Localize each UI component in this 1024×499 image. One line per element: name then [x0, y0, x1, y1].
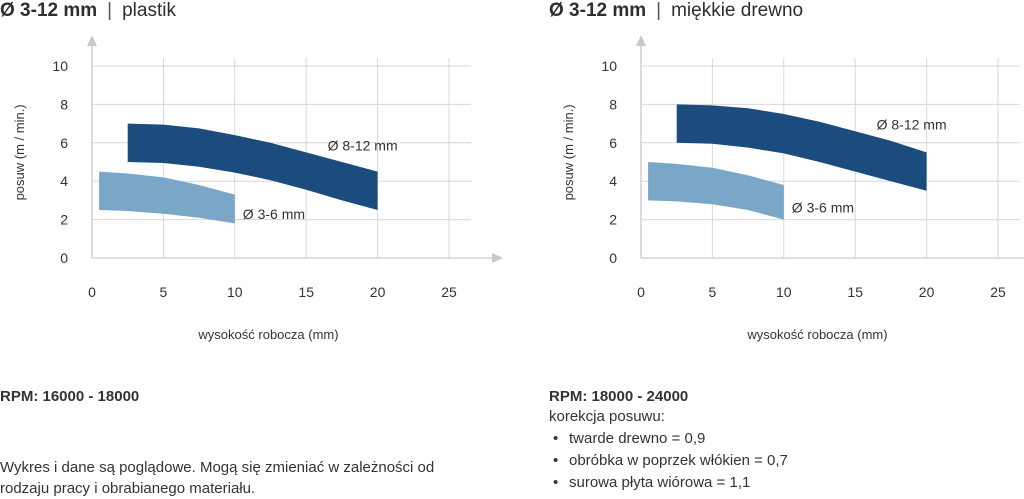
- x-axis-label: wysokość robocza (mm): [197, 327, 338, 342]
- x-tick-label: 15: [847, 284, 863, 300]
- x-axis-arrow-icon: [492, 253, 503, 263]
- correction-title: korekcja posuwu:: [549, 408, 665, 425]
- y-tick-label: 8: [60, 96, 68, 112]
- series-band: [648, 162, 784, 220]
- y-tick-label: 0: [609, 250, 617, 266]
- y-tick-label: 10: [52, 58, 68, 74]
- y-tick-label: 2: [60, 212, 68, 228]
- title-separator: |: [107, 0, 113, 21]
- y-tick-label: 10: [601, 58, 617, 74]
- disclaimer-note: Wykres i dane są poglądowe. Mogą się zmi…: [0, 459, 435, 497]
- feed-rate-chart-miekkie-drewno: Ø 8-12 mm Ø 3-6 mm 0 2 4 6 8 10 0 5 10 15 20 25 wysoko…: [561, 35, 1024, 342]
- series-label: Ø 3-6 mm: [243, 206, 305, 222]
- chart-title-material: plastik: [122, 0, 176, 21]
- x-tick-label: 0: [637, 284, 645, 300]
- x-tick-label: 15: [298, 284, 314, 300]
- y-tick-label: 4: [609, 173, 617, 189]
- series-band: [676, 104, 927, 191]
- x-tick-label: 20: [370, 284, 386, 300]
- title-separator: |: [656, 0, 662, 21]
- chart-heading: Ø 3-12 mm | plastik: [0, 0, 176, 22]
- series-label: Ø 8-12 mm: [877, 116, 947, 132]
- list-item: twarde drewno = 0,9: [549, 428, 788, 450]
- chart-title-material: miękkie drewno: [671, 0, 804, 21]
- x-tick-label: 10: [227, 284, 243, 300]
- x-tick-label: 25: [441, 284, 457, 300]
- y-tick-label: 6: [609, 135, 617, 151]
- series-label: Ø 3-6 mm: [792, 199, 854, 215]
- feed-rate-chart-plastik: Ø 8-12 mm Ø 3-6 mm 0 2 4 6 8 10 0 5 10 15 20 25 wysoko…: [12, 35, 503, 342]
- x-tick-label: 5: [160, 284, 168, 300]
- y-axis-label: posuw (m / min.): [12, 104, 27, 200]
- series-band: [127, 123, 378, 210]
- chart-title-diameter: Ø 3-12 mm: [549, 0, 647, 21]
- chart-title-diameter: Ø 3-12 mm: [0, 0, 98, 21]
- x-tick-label: 20: [919, 284, 935, 300]
- series-label: Ø 8-12 mm: [328, 137, 398, 153]
- x-tick-label: 10: [776, 284, 792, 300]
- y-tick-label: 8: [609, 96, 617, 112]
- correction-list: twarde drewno = 0,9 obróbka w poprzek wł…: [549, 428, 788, 494]
- y-axis-arrow-icon: [87, 35, 97, 46]
- x-tick-label: 5: [709, 284, 717, 300]
- x-tick-label: 0: [88, 284, 96, 300]
- y-axis-arrow-icon: [636, 35, 646, 46]
- y-tick-label: 0: [60, 250, 68, 266]
- rpm-label: RPM: 18000 - 24000: [549, 388, 689, 405]
- x-tick-label: 25: [990, 284, 1006, 300]
- list-item: obróbka w poprzek włókien = 0,7: [549, 450, 788, 472]
- y-tick-label: 4: [60, 173, 68, 189]
- chart-panel-miekkie-drewno: Ø 3-12 mm | miękkie drewno Ø 8-12 mm Ø 3-6 …: [549, 0, 1024, 498]
- rpm-label: RPM: 16000 - 18000: [0, 388, 140, 405]
- y-tick-label: 2: [609, 212, 617, 228]
- x-axis-label: wysokość robocza (mm): [746, 327, 887, 342]
- chart-panel-plastik: Ø 3-12 mm | plastik Ø 8-12 mm Ø 3-6 mm 0 2 4 6 8…: [0, 0, 512, 498]
- chart-heading: Ø 3-12 mm | miękkie drewno: [549, 0, 803, 22]
- list-item: surowa płyta wiórowa = 1,1: [549, 472, 788, 494]
- y-tick-label: 6: [60, 135, 68, 151]
- y-axis-label: posuw (m / min.): [561, 104, 576, 200]
- series-band: [99, 171, 235, 224]
